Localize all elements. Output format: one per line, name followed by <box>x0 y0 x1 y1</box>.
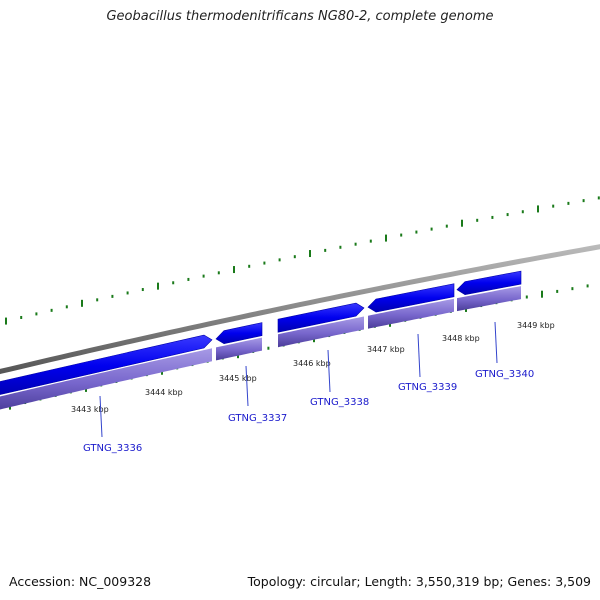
gene-leader-line <box>417 333 421 378</box>
gene-leader-line <box>327 349 331 393</box>
genome-summary-text: Topology: circular; Length: 3,550,319 bp… <box>247 574 591 589</box>
backbone-line <box>0 244 600 375</box>
gene-labels: GTNG_3336 GTNG_3337 GTNG_3338 GTNG_3339 GTNG… <box>83 321 534 454</box>
ruler-ticks: 3443 kbp 3444 kbp 3445 kbp 3446 kbp 3447 kbp… <box>5 196 600 414</box>
gene-leader-line <box>494 321 498 364</box>
gene-label[interactable]: GTNG_3338 <box>310 397 369 408</box>
tick-label: 3449 kbp <box>517 321 555 330</box>
gene-label[interactable]: GTNG_3336 <box>83 443 142 454</box>
gene-shadow-band <box>216 337 262 361</box>
gene-arrow[interactable] <box>367 283 455 313</box>
gene-leader-line <box>245 365 249 407</box>
gene-leader-line <box>99 395 103 438</box>
gene-label[interactable]: GTNG_3340 <box>475 369 534 380</box>
tick-label: 3443 kbp <box>71 405 109 414</box>
gene-track <box>0 270 522 410</box>
backbone-ring <box>0 244 600 375</box>
gene-label[interactable]: GTNG_3339 <box>398 382 457 393</box>
tick-label: 3447 kbp <box>367 345 405 354</box>
tick-label: 3446 kbp <box>293 359 331 368</box>
gene-label[interactable]: GTNG_3337 <box>228 413 287 424</box>
gene-shadow-band <box>457 286 521 312</box>
gene-arrow[interactable] <box>0 334 213 397</box>
accession-text: Accession: NC_009328 <box>9 574 152 589</box>
gene-arrow[interactable] <box>215 322 263 345</box>
gene-shadow-band <box>368 298 454 329</box>
tick-label: 3445 kbp <box>219 374 257 383</box>
gene-shadow-band <box>0 348 212 410</box>
genome-title: Geobacillus thermodenitrificans NG80-2, … <box>106 9 494 24</box>
gene-arrow[interactable] <box>277 302 365 333</box>
gene-shadow-band <box>278 316 364 348</box>
gene-arrow[interactable] <box>456 270 522 295</box>
tick-label: 3444 kbp <box>145 388 183 397</box>
tick-label: 3448 kbp <box>442 334 480 343</box>
